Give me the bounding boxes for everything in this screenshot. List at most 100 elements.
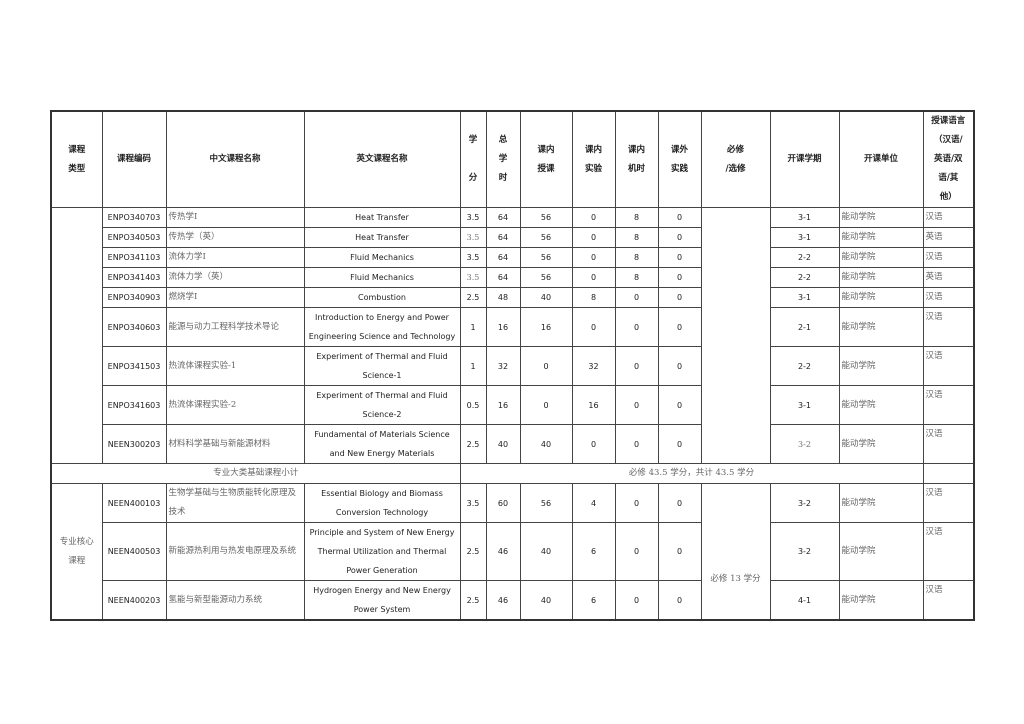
lab-hours: 0: [571, 307, 616, 347]
english-course-name: Combustion: [303, 287, 461, 308]
table-row: NEEN400503 新能源热利用与热发电原理及系统 Principle and S…: [51, 522, 975, 581]
chinese-course-name: 生物学基础与生物质能转化原理及技术: [165, 483, 305, 523]
header-chinese-name: 中文课程名称: [165, 110, 305, 208]
computer-hours: 0: [614, 580, 659, 621]
english-course-name: Fluid Mechanics: [303, 247, 461, 268]
credit: 2.5: [459, 287, 487, 308]
chinese-course-name: 流体力学（英）: [165, 267, 305, 288]
teaching-language: 汉语: [922, 346, 975, 386]
english-course-name: Heat Transfer: [303, 207, 461, 228]
offering-unit: 能动学院: [838, 207, 924, 228]
lecture-hours: 40: [519, 424, 573, 464]
total-hours: 16: [485, 385, 521, 425]
practice-hours: 0: [657, 580, 702, 621]
required-elective-cell: [700, 207, 771, 464]
lab-hours: 0: [571, 227, 616, 248]
table-row: ENPO341103 流体力学Ⅰ Fluid Mechanics 3.5 64 56 0 8 0…: [51, 247, 975, 268]
computer-hours: 0: [614, 307, 659, 347]
semester: 3-1: [769, 227, 840, 248]
credit: 2.5: [459, 580, 487, 621]
teaching-language: 汉语: [922, 307, 975, 347]
total-hours: 40: [485, 424, 521, 464]
practice-hours: 0: [657, 267, 702, 288]
total-hours: 64: [485, 267, 521, 288]
english-course-name: Essential Biology and Biomass Conversion…: [303, 483, 461, 523]
total-hours: 32: [485, 346, 521, 386]
course-code: ENPO340903: [101, 287, 167, 308]
credit: 3.5: [459, 247, 487, 268]
table-row: ENPO340603 能源与动力工程科学技术导论 Introduction to E…: [51, 307, 975, 347]
practice-hours: 0: [657, 522, 702, 581]
header-language: 授课语言 （汉语/英语/双 语/其 他）: [922, 110, 975, 208]
lecture-hours: 56: [519, 483, 573, 523]
course-code: ENPO341503: [101, 346, 167, 386]
table-row: NEEN400203 氢能与新型能源动力系统 Hydrogen Energy and…: [51, 580, 975, 621]
offering-unit: 能动学院: [838, 483, 924, 523]
english-course-name: Introduction to Energy and Power Enginee…: [303, 307, 461, 347]
teaching-language: 汉语: [922, 483, 975, 523]
credit: 1: [459, 346, 487, 386]
course-code: NEEN400203: [101, 580, 167, 621]
teaching-language: 英语: [922, 267, 975, 288]
teaching-language: 汉语: [922, 247, 975, 268]
teaching-language: 汉语: [922, 287, 975, 308]
practice-hours: 0: [657, 207, 702, 228]
credit: 0.5: [459, 385, 487, 425]
subtotal-language-empty: [922, 463, 975, 484]
teaching-language: 汉语: [922, 522, 975, 581]
required-elective-cell: 必修 13 学分: [700, 483, 771, 621]
header-lab: 课内 实验: [571, 110, 616, 208]
lecture-hours: 40: [519, 522, 573, 581]
course-code: NEEN400103: [101, 483, 167, 523]
semester: 2-2: [769, 247, 840, 268]
semester: 4-1: [769, 580, 840, 621]
chinese-course-name: 热流体课程实验-1: [165, 346, 305, 386]
course-code: ENPO340503: [101, 227, 167, 248]
chinese-course-name: 氢能与新型能源动力系统: [165, 580, 305, 621]
subtotal-label: 专业大类基础课程小计: [50, 463, 461, 484]
chinese-course-name: 能源与动力工程科学技术导论: [165, 307, 305, 347]
lab-hours: 16: [571, 385, 616, 425]
course-code: ENPO340703: [101, 207, 167, 228]
offering-unit: 能动学院: [838, 424, 924, 464]
credit: 3.5: [459, 267, 487, 288]
total-hours: 64: [485, 227, 521, 248]
lab-hours: 0: [571, 424, 616, 464]
practice-hours: 0: [657, 307, 702, 347]
practice-hours: 0: [657, 346, 702, 386]
credit: 3.5: [459, 207, 487, 228]
table-row: 专业核心 课程 NEEN400103 生物学基础与生物质能转化原理及技术 Essenti…: [50, 483, 975, 621]
lecture-hours: 0: [519, 385, 573, 425]
offering-unit: 能动学院: [838, 227, 924, 248]
semester: 2-1: [769, 307, 840, 347]
lab-hours: 0: [571, 207, 616, 228]
teaching-language: 汉语: [922, 424, 975, 464]
chinese-course-name: 传热学Ⅰ: [165, 207, 305, 228]
lab-hours: 32: [571, 346, 616, 386]
header-english-name: 英文课程名称: [303, 110, 461, 208]
table-row: ENPO340703 传热学Ⅰ Heat Transfer 3.5 64 56 0 8 0 3-1…: [50, 207, 975, 464]
computer-hours: 8: [614, 227, 659, 248]
english-course-name: Experiment of Thermal and Fluid Science-…: [303, 346, 461, 386]
computer-hours: 0: [614, 385, 659, 425]
offering-unit: 能动学院: [838, 580, 924, 621]
subtotal-credits: 必修 43.5 学分，共计 43.5 学分: [459, 463, 924, 484]
computer-hours: 8: [614, 247, 659, 268]
practice-hours: 0: [657, 385, 702, 425]
practice-hours: 0: [657, 227, 702, 248]
header-total-hours: 总学时: [485, 110, 521, 208]
credit: 2.5: [459, 424, 487, 464]
practice-hours: 0: [657, 247, 702, 268]
total-hours: 48: [485, 287, 521, 308]
table-row: ENPO341503 热流体课程实验-1 Experiment of Thermal…: [51, 346, 975, 386]
offering-unit: 能动学院: [838, 267, 924, 288]
total-hours: 64: [485, 247, 521, 268]
course-code: NEEN400503: [101, 522, 167, 581]
header-course-code: 课程编码: [101, 110, 167, 208]
practice-hours: 0: [657, 424, 702, 464]
lab-hours: 6: [571, 522, 616, 581]
lab-hours: 0: [571, 247, 616, 268]
semester: 3-1: [769, 287, 840, 308]
lecture-hours: 56: [519, 207, 573, 228]
chinese-course-name: 流体力学Ⅰ: [165, 247, 305, 268]
